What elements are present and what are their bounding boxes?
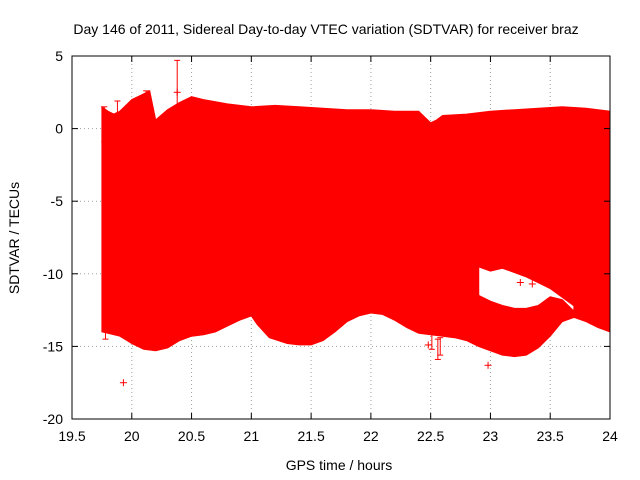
x-tick-label: 21: [244, 428, 260, 444]
x-tick-label: 24: [602, 428, 618, 444]
outlier-point: [173, 88, 181, 96]
chart-title: Day 146 of 2011, Sidereal Day-to-day VTE…: [73, 21, 578, 37]
y-axis-ticks: -20 -15 -10 -5 0 5: [43, 48, 610, 427]
x-tick-label: 19.5: [58, 428, 85, 444]
x-tick-label: 22: [363, 428, 379, 444]
x-tick-label: 20: [124, 428, 140, 444]
outlier-point: [119, 379, 127, 387]
data-gap-region: [477, 265, 575, 314]
outlier-point: [516, 279, 524, 287]
x-tick-label: 23.5: [537, 428, 564, 444]
x-axis-ticks: 19.5 20 20.5 21 21.5 22 22.5 23 23.5 24: [58, 56, 618, 444]
outlier-point: [528, 280, 536, 288]
y-tick-label: 0: [55, 121, 63, 137]
x-tick-label: 23: [483, 428, 499, 444]
x-axis-label: GPS time / hours: [286, 457, 393, 473]
y-tick-label: -10: [43, 266, 63, 282]
y-tick-label: 5: [55, 48, 63, 64]
plot-frame: [71, 55, 611, 420]
x-tick-label: 22.5: [417, 428, 444, 444]
x-tick-label: 21.5: [297, 428, 324, 444]
y-tick-label: -15: [43, 338, 63, 354]
y-axis-label: SDTVAR / TECUs: [6, 182, 22, 294]
x-tick-label: 20.5: [178, 428, 205, 444]
data-series: [101, 59, 611, 387]
data-envelope-fill: [101, 90, 611, 358]
y-tick-label: -5: [51, 193, 64, 209]
y-tick-label: -20: [43, 411, 63, 427]
outlier-point: [484, 361, 492, 369]
outlier-point: [424, 341, 432, 349]
